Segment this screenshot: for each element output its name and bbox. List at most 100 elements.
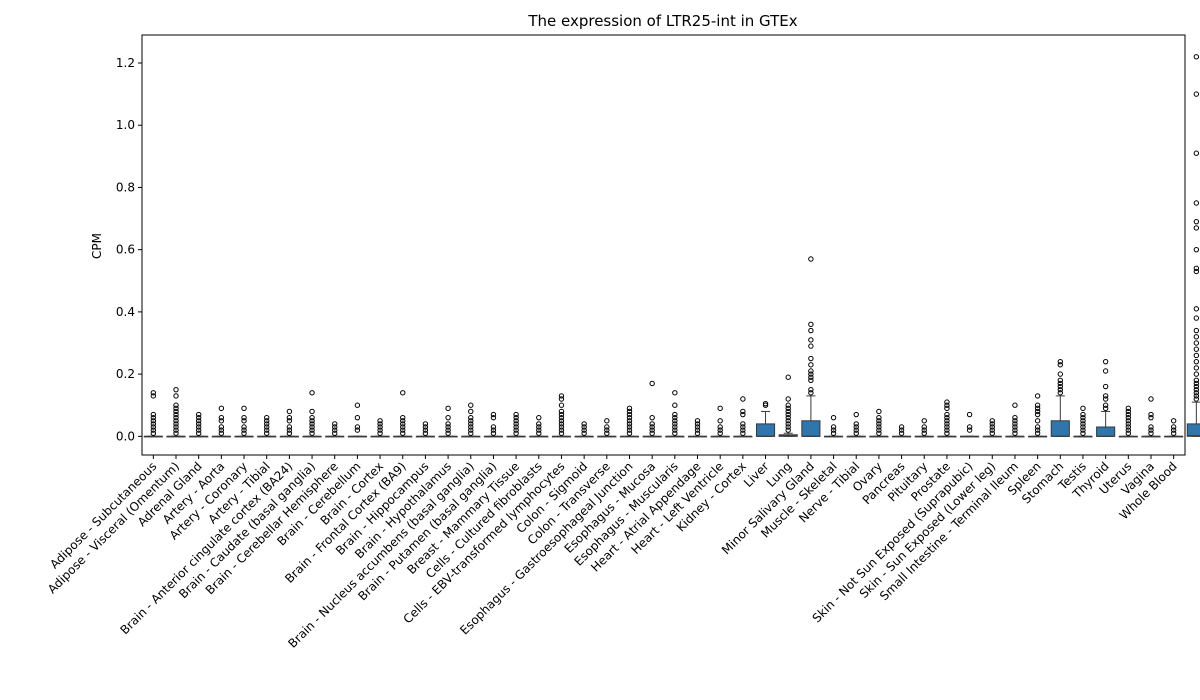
outlier-point [1102, 383, 1109, 390]
outlier-point [604, 427, 610, 433]
outlier-point [1012, 402, 1018, 408]
outlier-point [1057, 383, 1063, 390]
y-tick-label: 0.2 [116, 367, 135, 381]
outlier-point [173, 411, 179, 418]
outlier-point [876, 427, 882, 433]
outlier-point [1148, 414, 1154, 421]
outlier-point [377, 424, 383, 430]
outlier-point [944, 418, 950, 424]
chart-title: The expression of LTR25-int in GTEx [527, 12, 797, 30]
outlier-point [921, 430, 927, 436]
outlier-point [241, 424, 247, 430]
box-group-6 [257, 414, 277, 438]
outlier-point [377, 430, 383, 436]
outlier-point [1193, 306, 1200, 312]
box-group-17 [506, 411, 526, 438]
outlier-point [150, 414, 157, 421]
outlier-point [1193, 315, 1200, 321]
outlier-point [808, 256, 814, 262]
outlier-point [1080, 430, 1086, 436]
outlier-point [536, 421, 542, 427]
outlier-point [558, 427, 565, 433]
outlier-point [785, 424, 791, 430]
outlier-point [490, 414, 497, 421]
outlier-point [1125, 421, 1132, 427]
outlier-point [513, 418, 519, 424]
box-group-1 [143, 390, 163, 438]
outlier-point [354, 427, 361, 433]
outlier-point [876, 418, 882, 424]
outlier-point [1080, 424, 1086, 430]
outlier-point [1080, 427, 1086, 433]
x-tick-label: Liver [741, 459, 772, 490]
outlier-point [876, 430, 882, 436]
outlier-point [400, 418, 406, 424]
outlier-point [513, 427, 519, 433]
box-group-34 [892, 424, 912, 438]
outlier-point [921, 424, 927, 430]
outlier-point [1057, 377, 1063, 384]
x-tick-label: Adipose - Visceral (Omentum) [45, 459, 182, 596]
box-group-24 [665, 390, 685, 438]
outlier-point [604, 430, 610, 436]
outlier-point [785, 408, 791, 415]
outlier-point [1193, 265, 1200, 272]
outlier-point [241, 427, 247, 433]
outlier-point [989, 427, 995, 433]
box-group-31 [823, 414, 844, 438]
outlier-point [1148, 396, 1154, 402]
outlier-point [264, 421, 270, 427]
outlier-point [740, 430, 746, 436]
outlier-point [694, 424, 701, 430]
outlier-point [218, 418, 225, 424]
outlier-point [717, 427, 723, 433]
outlier-point [649, 421, 655, 427]
box-group-21 [597, 418, 617, 438]
outlier-point [286, 427, 293, 433]
outlier-point [1193, 386, 1200, 393]
outlier-point [1057, 371, 1063, 377]
outlier-point [672, 427, 678, 433]
box-group-5 [234, 405, 254, 438]
box-group-10 [347, 402, 367, 438]
box-group-2 [166, 386, 186, 438]
box-group-23 [642, 380, 662, 438]
outlier-point [1034, 430, 1041, 436]
outlier-point [264, 418, 270, 424]
outlier-point [785, 402, 791, 408]
outlier-point [150, 411, 157, 418]
box [755, 423, 776, 437]
outlier-point [1080, 414, 1086, 421]
outlier-point [898, 430, 905, 436]
outlier-point [173, 427, 179, 433]
box [1050, 420, 1070, 437]
outlier-point [626, 421, 633, 427]
outlier-point [1193, 380, 1200, 387]
box-group-37 [960, 411, 980, 438]
outlier-point [400, 421, 406, 427]
box-group-18 [529, 414, 549, 438]
outlier-point [808, 377, 814, 384]
outlier-point [830, 414, 837, 421]
outlier-point [672, 430, 678, 436]
outlier-point [490, 427, 497, 433]
outlier-point [717, 430, 723, 436]
outlier-point [558, 418, 565, 424]
outlier-point [626, 430, 633, 436]
outlier-point [1193, 327, 1200, 334]
outlier-point [173, 424, 179, 430]
box-group-7 [279, 408, 299, 438]
outlier-point [150, 424, 157, 430]
outlier-point [1125, 427, 1132, 433]
outlier-point [286, 418, 293, 424]
outlier-point [1080, 411, 1086, 418]
y-axis-label: CPM [90, 233, 104, 259]
outlier-point [195, 421, 202, 427]
outlier-point [649, 427, 655, 433]
box-group-9 [325, 421, 345, 438]
outlier-point [944, 414, 950, 421]
outlier-point [830, 424, 837, 430]
outlier-point [853, 424, 859, 430]
outlier-point [400, 430, 406, 436]
outlier-point [1034, 424, 1041, 430]
